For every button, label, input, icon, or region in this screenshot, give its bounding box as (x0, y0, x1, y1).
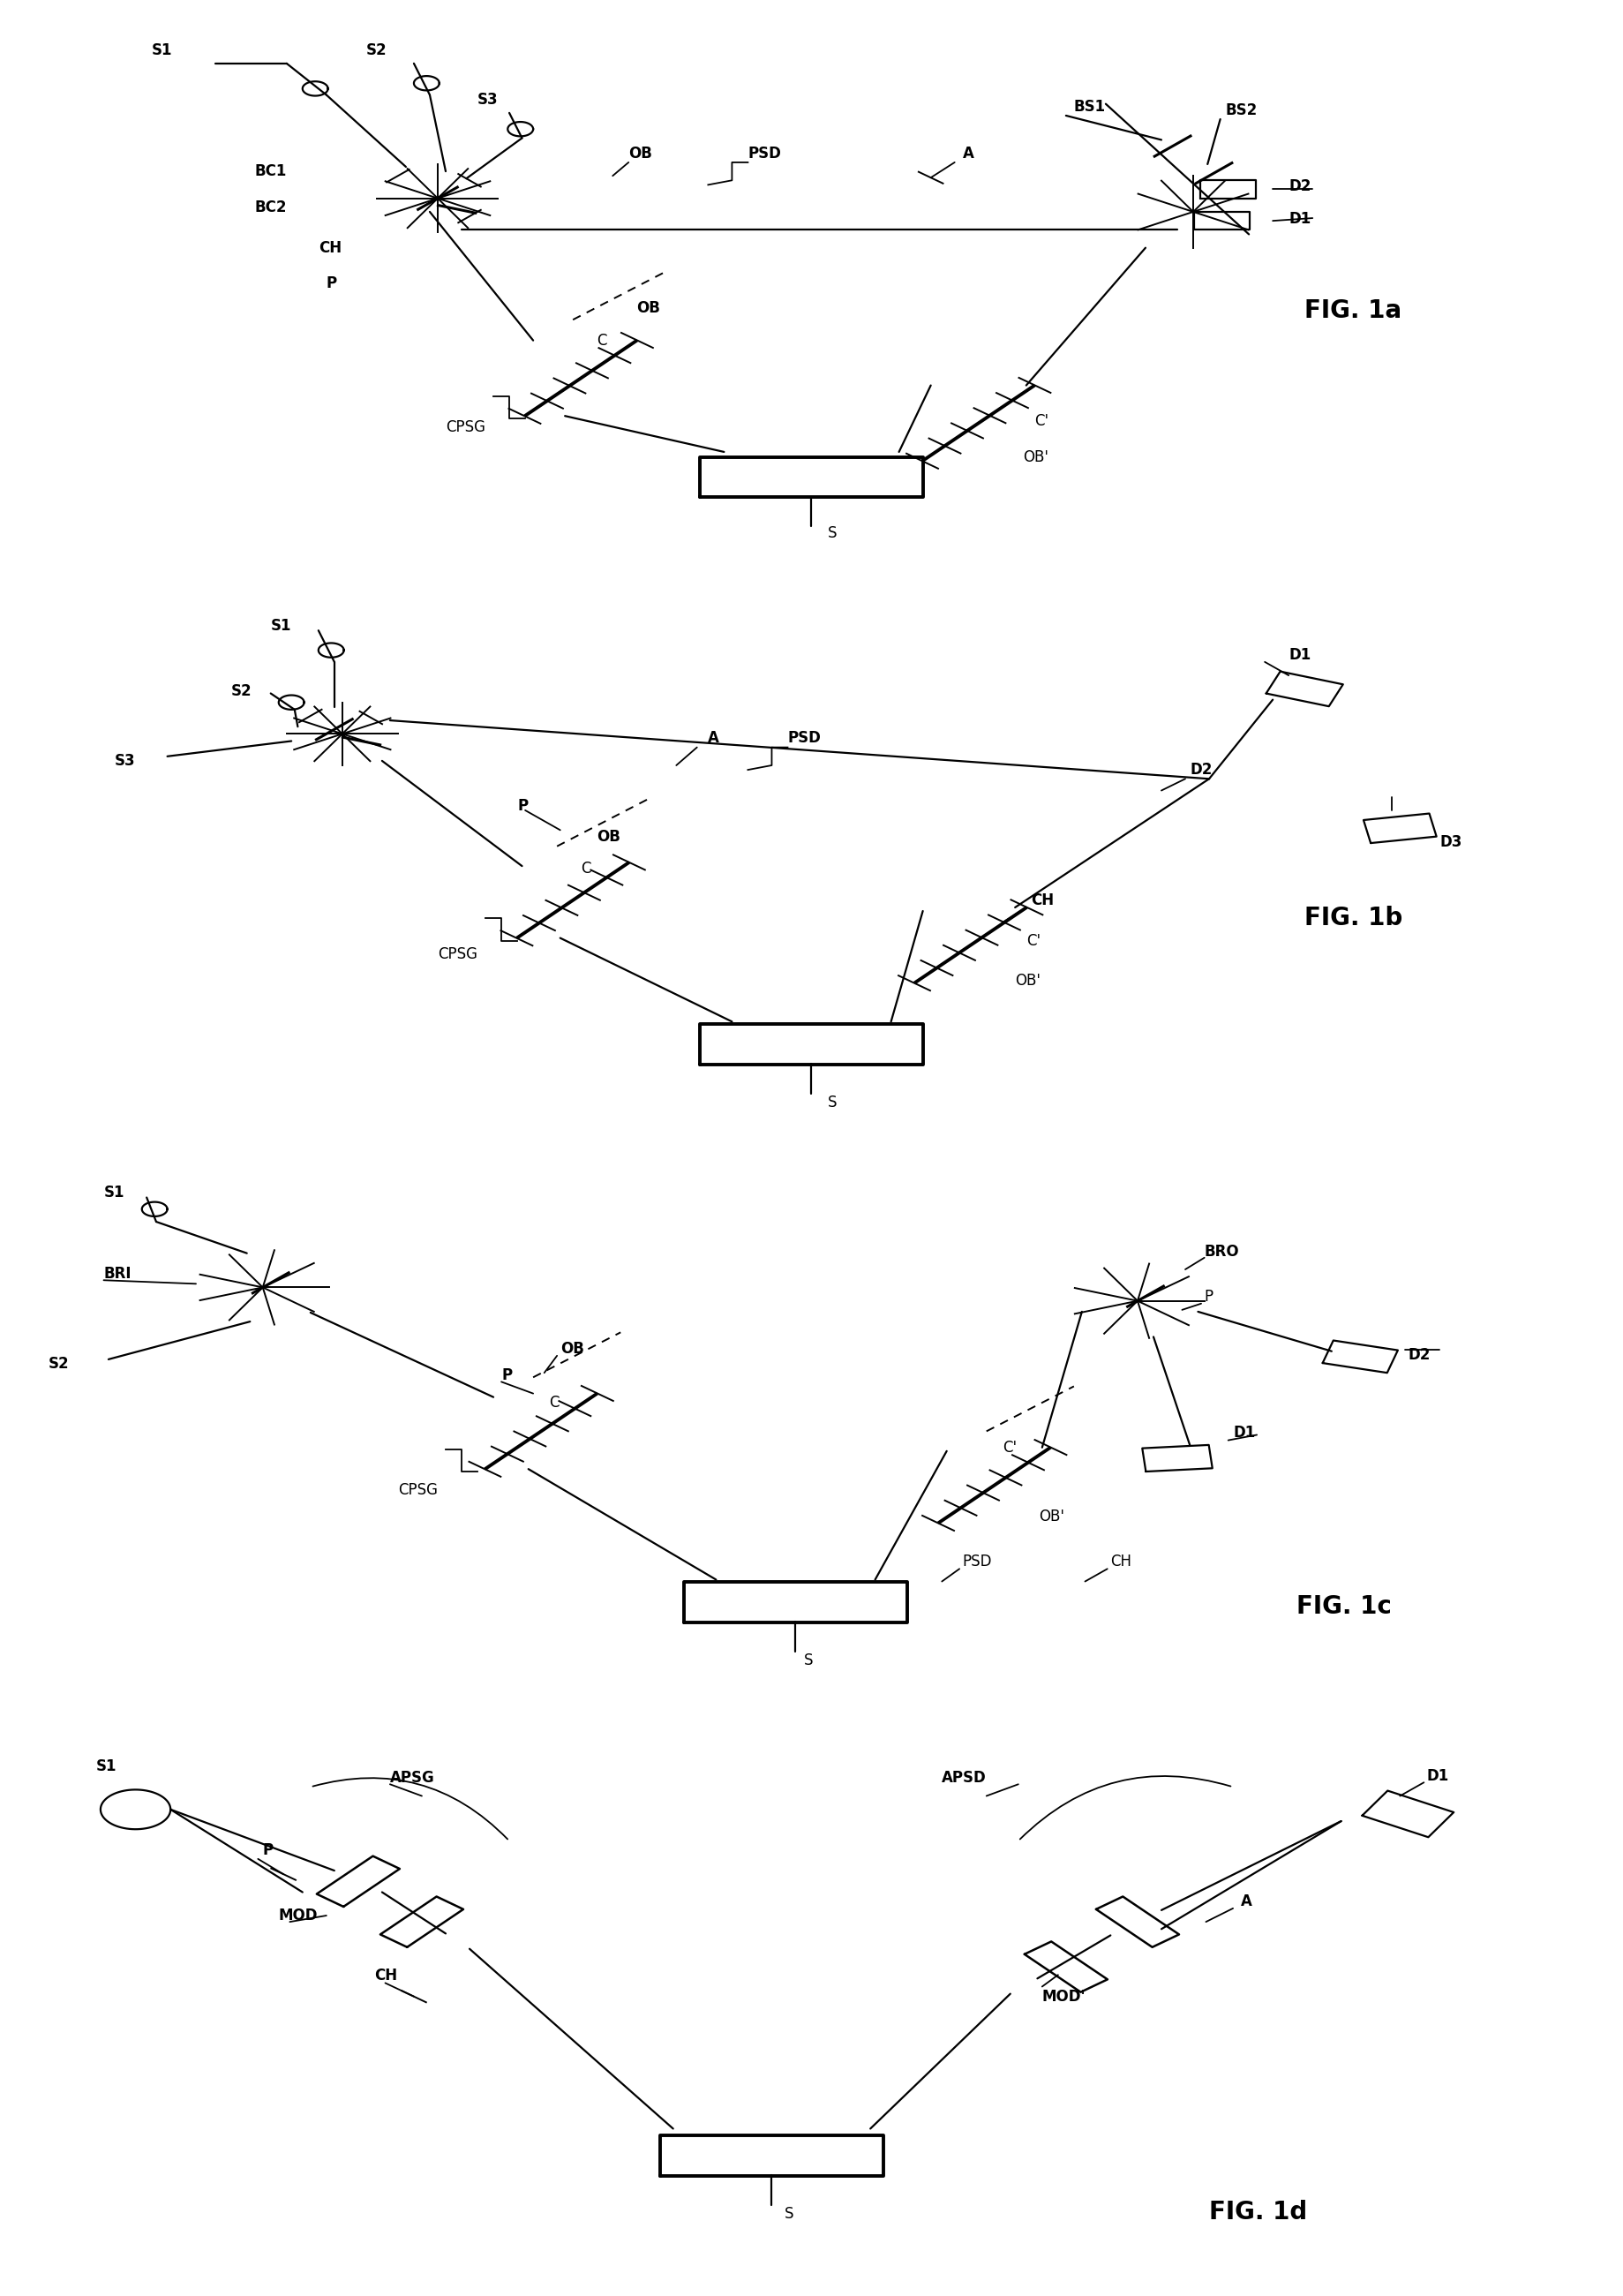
Text: OB': OB' (1022, 450, 1048, 466)
Text: MOD: MOD (279, 1908, 318, 1924)
Text: D1: D1 (1233, 1426, 1255, 1442)
Text: CH: CH (1110, 1554, 1131, 1570)
Text: S: S (828, 526, 837, 542)
Text: D2: D2 (1289, 179, 1311, 195)
Text: P: P (1204, 1288, 1214, 1304)
Text: P: P (263, 1841, 273, 1857)
Text: D1: D1 (1289, 211, 1311, 227)
Text: S2: S2 (230, 684, 252, 700)
Text: C': C' (1026, 932, 1040, 948)
Text: BS2: BS2 (1225, 103, 1258, 117)
Text: S2: S2 (49, 1357, 68, 1371)
Text: P: P (326, 276, 338, 292)
Text: D2: D2 (1407, 1348, 1430, 1364)
Text: C': C' (1034, 413, 1048, 429)
Text: A: A (708, 730, 719, 746)
Text: S1: S1 (104, 1185, 125, 1201)
Text: OB: OB (597, 829, 620, 845)
Text: OB': OB' (1039, 1508, 1065, 1525)
Text: CH: CH (1031, 893, 1053, 909)
Text: S3: S3 (115, 753, 136, 769)
Text: S1: S1 (271, 618, 292, 634)
Text: S1: S1 (96, 1759, 117, 1775)
Text: FIG. 1b: FIG. 1b (1305, 907, 1402, 930)
Text: D3: D3 (1440, 833, 1462, 850)
Text: OB: OB (560, 1341, 584, 1357)
Text: CH: CH (373, 1968, 398, 1984)
Text: CPSG: CPSG (438, 946, 477, 962)
Text: FIG. 1d: FIG. 1d (1209, 2200, 1307, 2225)
Text: A: A (962, 145, 974, 161)
Text: CH: CH (318, 239, 341, 255)
Text: S3: S3 (477, 92, 498, 108)
Text: FIG. 1a: FIG. 1a (1305, 298, 1402, 324)
Text: PSD: PSD (748, 145, 781, 161)
Text: PSD: PSD (787, 730, 821, 746)
Text: OB: OB (636, 301, 661, 317)
Text: P: P (502, 1368, 511, 1384)
Text: OB: OB (628, 145, 652, 161)
Text: FIG. 1c: FIG. 1c (1297, 1593, 1393, 1619)
Text: APSD: APSD (941, 1770, 987, 1786)
Text: A: A (1242, 1894, 1253, 1908)
Text: P: P (518, 797, 527, 813)
Text: BC1: BC1 (255, 163, 287, 179)
Text: BRO: BRO (1204, 1244, 1240, 1261)
Text: D2: D2 (1190, 762, 1212, 778)
Text: S: S (803, 1653, 813, 1669)
Text: S: S (784, 2206, 794, 2223)
Text: C': C' (1003, 1440, 1016, 1456)
Text: S2: S2 (367, 41, 386, 57)
Text: C: C (549, 1394, 560, 1410)
Text: D1: D1 (1427, 1768, 1449, 1784)
Text: CPSG: CPSG (446, 420, 485, 436)
Text: D1: D1 (1289, 647, 1311, 664)
Text: BC2: BC2 (255, 200, 287, 216)
Text: S: S (828, 1095, 837, 1111)
Text: CPSG: CPSG (398, 1481, 438, 1497)
Text: BRI: BRI (104, 1265, 131, 1281)
Text: S1: S1 (151, 41, 172, 57)
Text: PSD: PSD (962, 1554, 992, 1570)
Text: OB': OB' (1014, 974, 1040, 990)
Text: C: C (597, 333, 607, 349)
Text: APSG: APSG (390, 1770, 435, 1786)
Text: BS1: BS1 (1074, 99, 1105, 115)
Text: MOD': MOD' (1042, 1988, 1086, 2004)
Text: C: C (581, 861, 591, 877)
